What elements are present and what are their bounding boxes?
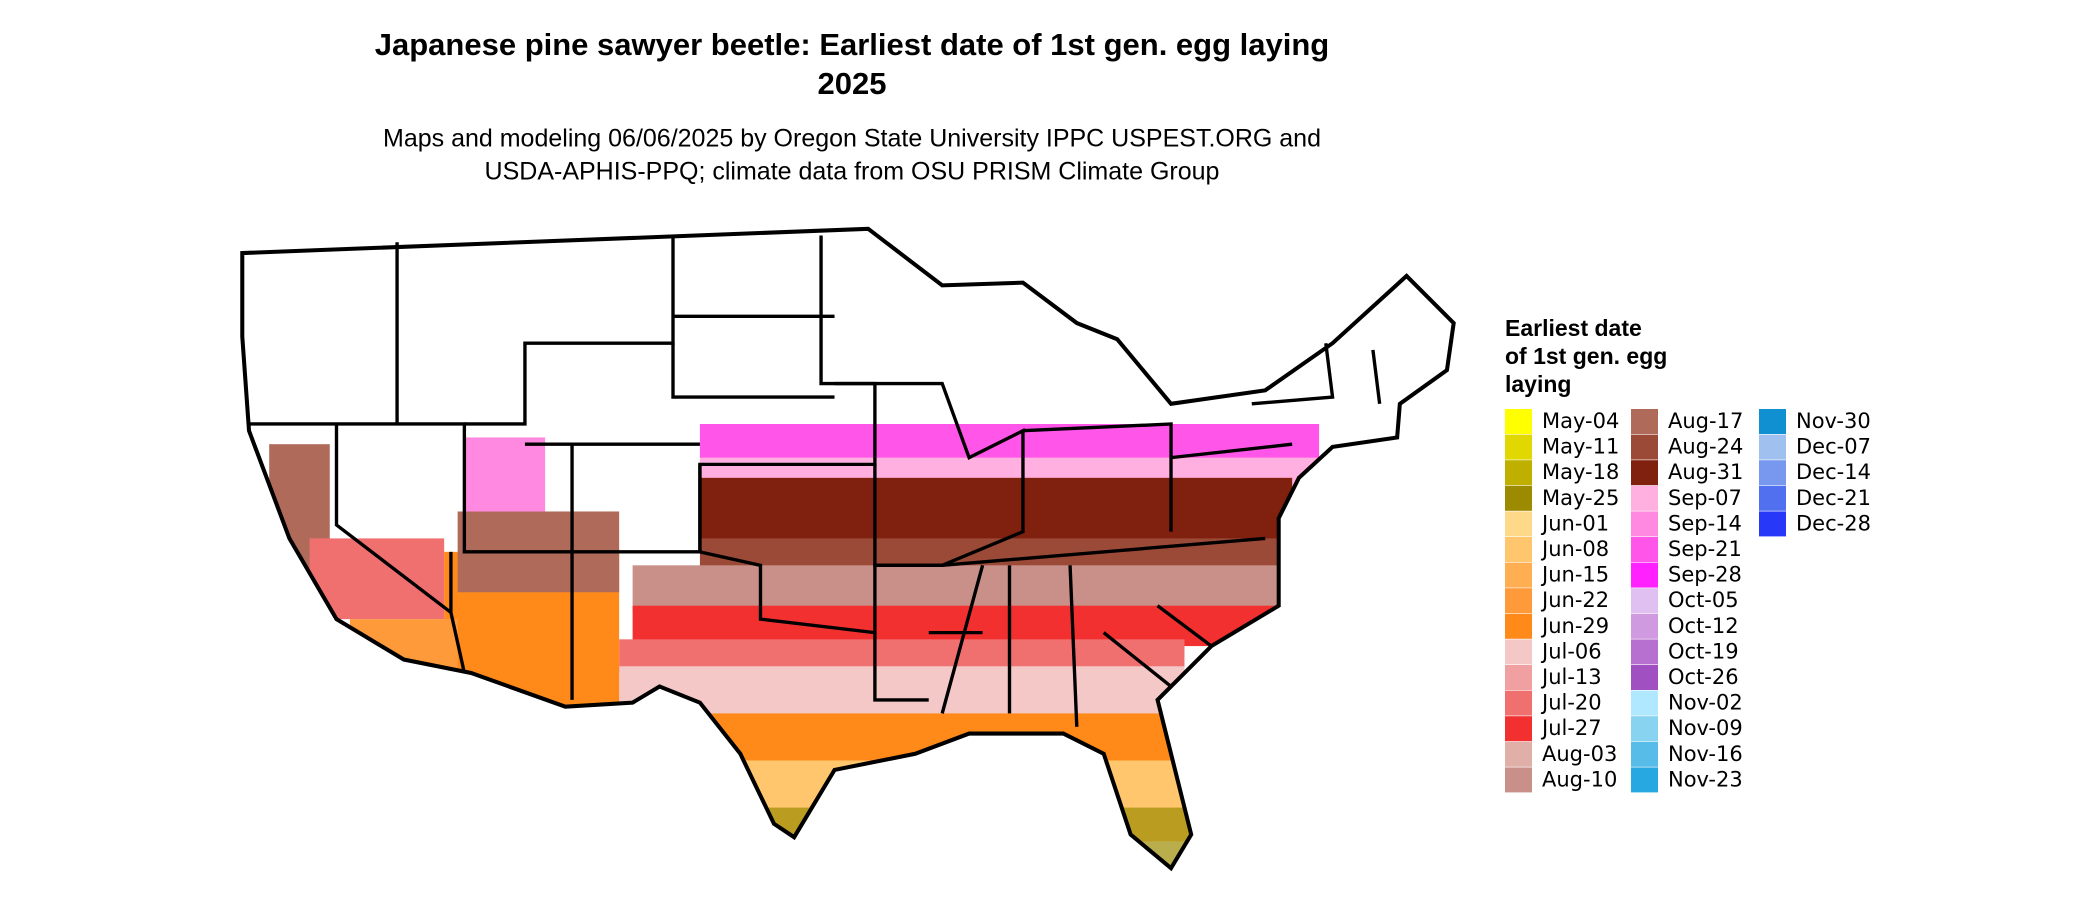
legend-swatch: [1631, 665, 1658, 690]
legend-label: Nov-02: [1668, 691, 1743, 715]
legend-label: Jun-01: [1540, 511, 1609, 535]
legend-title: laying: [1505, 371, 1571, 397]
legend-swatch: [1505, 690, 1532, 716]
legend-swatch: [1505, 485, 1532, 511]
legend-label: Aug-17: [1668, 409, 1743, 433]
legend-label: Jun-08: [1540, 537, 1609, 561]
legend-label: Oct-19: [1668, 639, 1739, 663]
legend-swatch: [1505, 511, 1532, 537]
legend-swatch: [1505, 741, 1532, 767]
legend-swatch: [1759, 409, 1786, 434]
legend-swatch: [1631, 434, 1658, 460]
legend-label: May-25: [1542, 486, 1619, 510]
legend: May-04May-11May-18May-25Jun-01Jun-08Jun-…: [1505, 409, 1871, 793]
legend-label: Sep-21: [1668, 537, 1742, 561]
legend-label: Aug-31: [1668, 460, 1743, 484]
title: 2025: [818, 66, 887, 101]
legend-swatch: [1505, 588, 1532, 614]
legend-swatch: [1505, 434, 1532, 460]
legend-swatch: [1631, 485, 1658, 511]
legend-swatch: [1631, 767, 1658, 793]
legend-label: Nov-30: [1796, 409, 1871, 433]
legend-swatch: [1505, 767, 1532, 793]
legend-label: Aug-03: [1542, 742, 1617, 766]
legend-label: Oct-26: [1668, 665, 1739, 689]
legend-swatch: [1505, 537, 1532, 562]
legend-label: Aug-24: [1668, 435, 1743, 459]
legend-label: Jul-20: [1540, 691, 1602, 715]
legend-label: Nov-09: [1668, 716, 1743, 740]
legend-label: Jul-27: [1540, 716, 1602, 740]
legend-label: Dec-21: [1796, 486, 1871, 510]
legend-swatch: [1505, 639, 1532, 665]
legend-label: Jun-22: [1540, 588, 1609, 612]
us-map: [229, 215, 1467, 888]
legend-swatch: [1505, 613, 1532, 639]
legend-swatch: [1631, 562, 1658, 588]
legend-swatch: [1505, 562, 1532, 588]
legend-label: Nov-23: [1668, 767, 1743, 791]
legend-swatch: [1759, 434, 1786, 460]
legend-swatch: [1631, 460, 1658, 486]
legend-label: May-04: [1542, 409, 1619, 433]
legend-label: Jun-29: [1540, 614, 1609, 638]
legend-swatch: [1759, 511, 1786, 537]
legend-swatch: [1631, 588, 1658, 614]
legend-title: of 1st gen. egg: [1505, 343, 1667, 369]
legend-label: Aug-10: [1542, 767, 1617, 791]
legend-swatch: [1631, 537, 1658, 562]
legend-label: Nov-16: [1668, 742, 1743, 766]
legend-swatch: [1759, 460, 1786, 486]
legend-swatch: [1505, 409, 1532, 434]
legend-label: May-18: [1542, 460, 1619, 484]
legend-swatch: [1505, 716, 1532, 742]
legend-label: Jun-15: [1540, 563, 1609, 587]
legend-swatch: [1631, 639, 1658, 665]
legend-swatch: [1631, 613, 1658, 639]
legend-label: Oct-05: [1668, 588, 1739, 612]
legend-swatch: [1631, 741, 1658, 767]
legend-label: Jul-13: [1540, 665, 1602, 689]
legend-label: Sep-07: [1668, 486, 1742, 510]
legend-swatch: [1631, 511, 1658, 537]
legend-swatch: [1631, 409, 1658, 434]
subtitle: USDA-APHIS-PPQ; climate data from OSU PR…: [485, 158, 1220, 186]
legend-title: Earliest date: [1505, 315, 1642, 341]
legend-swatch: [1631, 690, 1658, 716]
legend-swatch: [1505, 665, 1532, 690]
legend-label: Jul-06: [1540, 639, 1602, 663]
legend-label: Sep-28: [1668, 563, 1742, 587]
legend-label: Sep-14: [1668, 511, 1742, 535]
subtitle: Maps and modeling 06/06/2025 by Oregon S…: [383, 125, 1321, 153]
legend-label: Oct-12: [1668, 614, 1739, 638]
map-fill: [242, 228, 1454, 869]
title: Japanese pine sawyer beetle: Earliest da…: [375, 27, 1329, 62]
legend-label: Dec-14: [1796, 460, 1871, 484]
legend-swatch: [1505, 460, 1532, 486]
legend-swatch: [1759, 485, 1786, 511]
legend-swatch: [1631, 716, 1658, 742]
legend-label: Dec-28: [1796, 511, 1871, 535]
legend-label: May-11: [1542, 435, 1619, 459]
legend-label: Dec-07: [1796, 435, 1871, 459]
